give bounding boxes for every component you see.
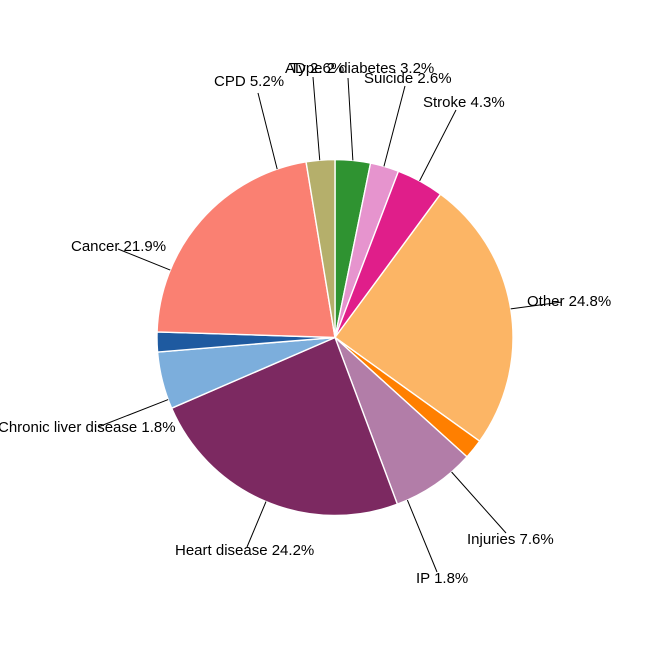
leader-line-cancer-21-9 <box>117 248 171 271</box>
pie-slice-heart-disease <box>170 336 399 517</box>
leader-line-injuries-7-6 <box>451 471 507 534</box>
slice-label-ad-2-6: AD 2.6% <box>285 60 344 77</box>
slice-label-cpd-5-2: CPD 5.2% <box>214 73 284 90</box>
pie-slice-ad <box>305 158 336 339</box>
slices-group <box>156 158 514 517</box>
slice-label-heart-disease-24-2: Heart disease 24.2% <box>175 542 314 559</box>
slice-label-ip-1-8: IP 1.8% <box>416 570 468 587</box>
leader-line-ad-2-6 <box>312 76 321 161</box>
slice-label-other-24-8: Other 24.8% <box>527 293 611 310</box>
leader-line-chronic-liver-disease-1-8 <box>97 399 169 428</box>
slice-label-chronic-liver-disease-1-8: Chronic liver disease 1.8% <box>0 419 176 436</box>
slice-label-type-2-diabetes-3-2: Type 2 diabetes 3.2% <box>290 60 434 77</box>
leader-line-cpd-5-2 <box>257 92 278 170</box>
slice-label-cancer-21-9: Cancer 21.9% <box>71 238 166 255</box>
leader-line-ip-1-8 <box>406 499 438 573</box>
leader-line-type-2-diabetes-3-2 <box>347 77 354 161</box>
leader-line-other-24-8 <box>510 301 563 310</box>
leader-lines-group <box>97 76 563 573</box>
slice-label-suicide-2-6: Suicide 2.6% <box>364 70 452 87</box>
leader-line-heart-disease-24-2 <box>246 501 267 548</box>
labels-group: Type 2 diabetes 3.2%Suicide 2.6% Stroke 4… <box>0 60 611 587</box>
leader-line-suicide-2-6 <box>383 85 406 167</box>
pie-slice-cancer <box>156 161 336 339</box>
slice-label-stroke-4-3: Stroke 4.3% <box>423 94 505 111</box>
leader-line-stroke-4-3 <box>419 109 457 182</box>
slice-label-injuries-7-6: Injuries 7.6% <box>467 531 554 548</box>
pie-slice-other <box>334 193 514 442</box>
